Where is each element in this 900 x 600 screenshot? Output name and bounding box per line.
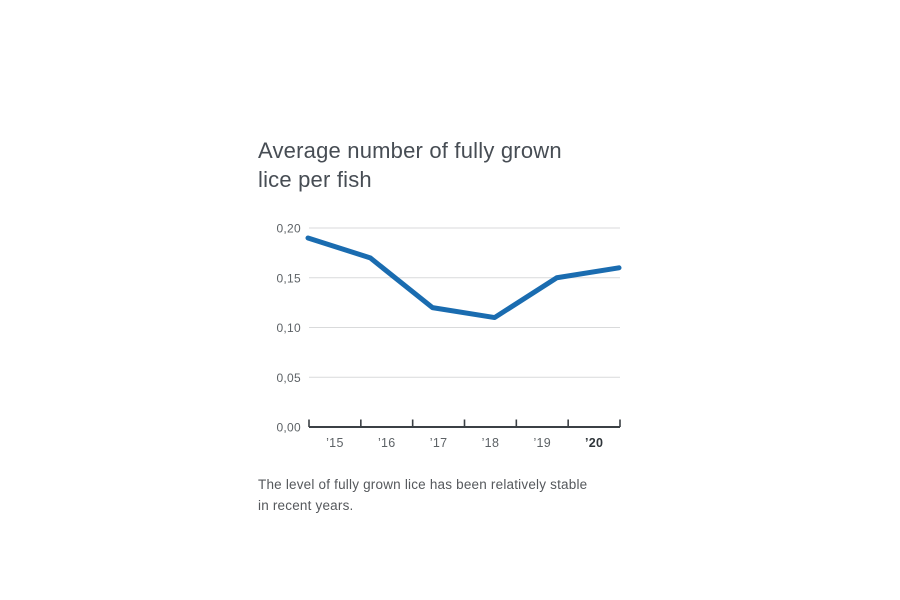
chart-caption-line-2: in recent years. xyxy=(258,498,354,513)
x-tick-label: ’20 xyxy=(585,436,603,450)
x-tick-label: ’19 xyxy=(533,436,551,450)
chart-caption: The level of fully grown lice has been r… xyxy=(258,474,587,516)
chart-title-line-1: Average number of fully grown xyxy=(258,138,562,163)
chart-title-line-2: lice per fish xyxy=(258,167,372,192)
chart-caption-line-1: The level of fully grown lice has been r… xyxy=(258,477,588,492)
y-tick-label: 0,10 xyxy=(276,321,301,335)
x-tick-label: ’17 xyxy=(430,436,448,450)
chart-title: Average number of fully grown lice per f… xyxy=(258,136,562,194)
x-tick-label: ’18 xyxy=(482,436,500,450)
y-tick-label: 0,05 xyxy=(276,371,301,385)
x-tick-label: ’16 xyxy=(378,436,396,450)
y-tick-label: 0,00 xyxy=(276,421,301,435)
y-tick-label: 0,20 xyxy=(276,222,301,236)
y-tick-label: 0,15 xyxy=(276,271,301,285)
data-line xyxy=(305,235,622,321)
x-tick-label: ’15 xyxy=(326,436,344,450)
